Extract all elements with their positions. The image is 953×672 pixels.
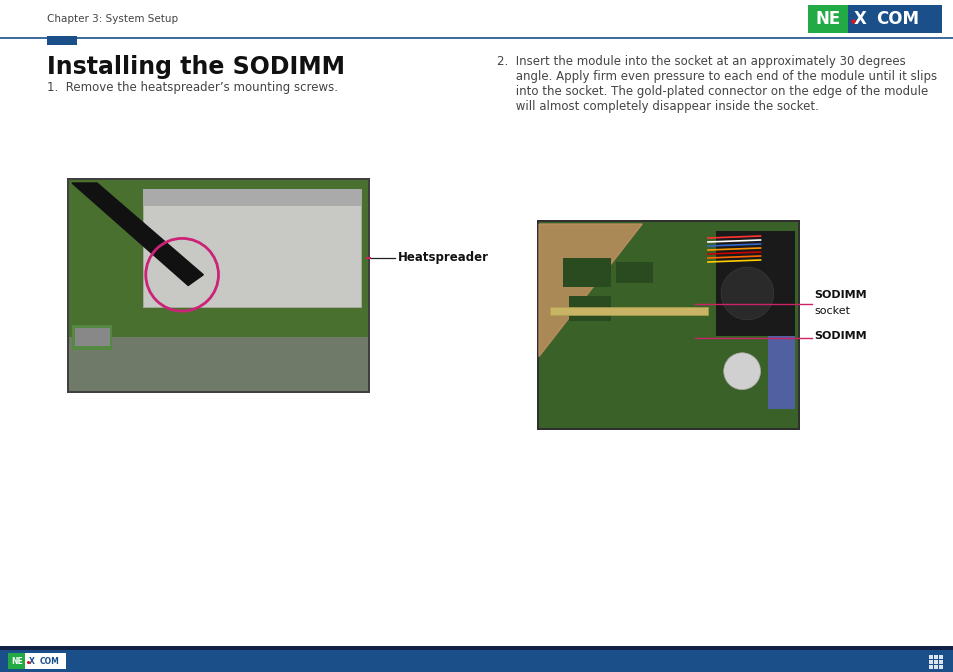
Bar xyxy=(938,660,942,664)
Bar xyxy=(71,325,112,350)
Bar xyxy=(938,655,942,659)
Bar xyxy=(537,220,800,430)
Bar xyxy=(767,335,794,409)
Bar xyxy=(562,258,610,287)
Bar xyxy=(933,655,937,659)
Text: X: X xyxy=(29,657,34,665)
Text: NE: NE xyxy=(10,657,23,665)
Text: 2.  Insert the module into the socket at an approximately 30 degrees: 2. Insert the module into the socket at … xyxy=(497,55,904,68)
Bar xyxy=(8,653,26,669)
Bar xyxy=(47,36,77,45)
Bar xyxy=(807,5,847,33)
Bar xyxy=(69,337,368,391)
Text: COM: COM xyxy=(875,10,919,28)
Bar xyxy=(928,660,932,664)
Bar xyxy=(933,660,937,664)
Text: NE: NE xyxy=(815,10,840,28)
Bar xyxy=(847,5,941,33)
Bar xyxy=(143,189,360,307)
Text: SODIMM: SODIMM xyxy=(813,331,865,341)
Text: Chapter 3: System Setup: Chapter 3: System Setup xyxy=(47,14,178,24)
Bar xyxy=(0,650,953,672)
Polygon shape xyxy=(71,183,203,286)
Text: 53: 53 xyxy=(468,655,485,667)
Bar xyxy=(928,665,932,669)
Circle shape xyxy=(720,267,773,320)
Bar xyxy=(538,222,797,428)
Bar xyxy=(933,665,937,669)
Text: will almost completely disappear inside the socket.: will almost completely disappear inside … xyxy=(497,100,818,113)
Bar xyxy=(69,180,368,391)
Bar xyxy=(67,178,370,393)
Text: Heatspreader: Heatspreader xyxy=(397,251,489,264)
Text: X: X xyxy=(852,10,865,28)
Text: angle. Apply firm even pressure to each end of the module until it slips: angle. Apply firm even pressure to each … xyxy=(497,70,936,83)
Bar xyxy=(715,230,794,335)
Text: Installing the SODIMM: Installing the SODIMM xyxy=(47,55,345,79)
Circle shape xyxy=(723,353,760,390)
Bar xyxy=(568,296,610,321)
Bar xyxy=(550,306,707,314)
Text: Copyright © 2011 NEXCOM International Co., Ltd. All Rights Reserved.: Copyright © 2011 NEXCOM International Co… xyxy=(75,657,371,665)
Bar xyxy=(938,665,942,669)
Bar xyxy=(75,328,110,345)
Bar xyxy=(616,262,652,283)
Text: socket: socket xyxy=(813,306,849,316)
Text: COM: COM xyxy=(39,657,59,665)
Bar xyxy=(0,646,953,650)
Text: SODIMM: SODIMM xyxy=(813,290,865,300)
Bar xyxy=(26,653,66,669)
Bar xyxy=(928,655,932,659)
Text: 1.  Remove the heatspreader’s mounting screws.: 1. Remove the heatspreader’s mounting sc… xyxy=(47,81,337,94)
Bar xyxy=(143,189,360,206)
Polygon shape xyxy=(538,224,641,357)
Text: into the socket. The gold-plated connector on the edge of the module: into the socket. The gold-plated connect… xyxy=(497,85,927,98)
Text: VTC 6100 User Manual: VTC 6100 User Manual xyxy=(850,657,945,665)
